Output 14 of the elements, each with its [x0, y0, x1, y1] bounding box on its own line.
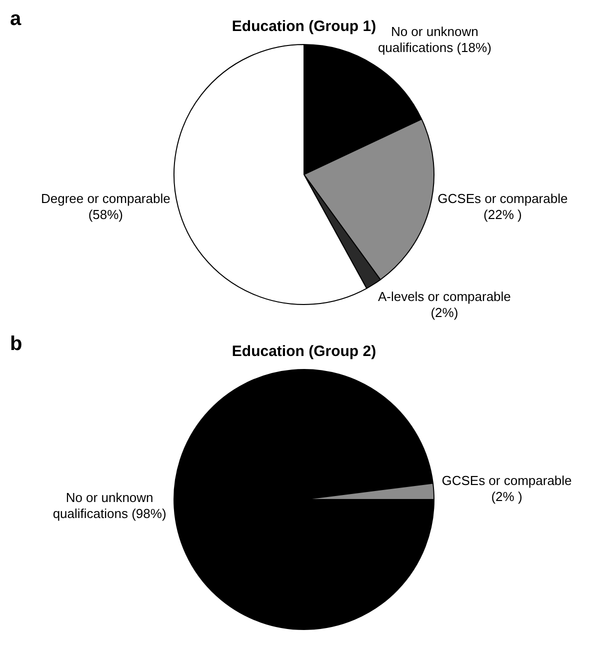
chart-title: Education (Group 1) — [232, 18, 376, 36]
data-label: (22% ) — [484, 206, 522, 222]
chart-title: Education (Group 2) — [232, 343, 376, 360]
slice-label: No or unknown qualifications (18%) — [378, 24, 492, 56]
data-label: (2%) — [430, 305, 458, 320]
data-label: (2% ) — [491, 488, 522, 504]
slice-label: No or unknown qualifications (98%) — [52, 490, 166, 522]
data-label: (58%) — [88, 206, 124, 222]
slice-label: GCSEs or comparable — [438, 190, 568, 206]
slice-label: A-levels or comparable — [378, 289, 511, 304]
slice-label: GCSEs or comparable — [442, 472, 572, 488]
slice-label: Degree or comparable — [40, 190, 170, 206]
text: b — [10, 333, 22, 356]
text: a — [10, 8, 22, 31]
